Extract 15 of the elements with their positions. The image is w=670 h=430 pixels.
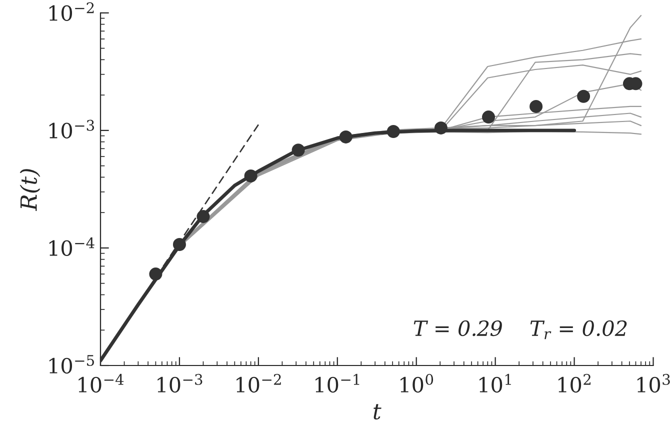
- y-axis-title: R(t): [20, 169, 40, 212]
- annotation: T = 0.29 T$_{r}$ = 0.02: [414, 320, 627, 340]
- y-tick-label: 10$^{−4}$: [49, 237, 94, 256]
- x-tick-label: 10$^{2}$: [558, 374, 590, 393]
- y-tick-label: 10$^{−3}$: [49, 120, 94, 138]
- x-tick-label: 10$^{−3}$: [158, 374, 202, 393]
- x-tick-label: 10$^{−4}$: [78, 374, 124, 393]
- x-tick-label: 10$^{−1}$: [316, 374, 360, 393]
- y-tick-label: 10$^{−5}$: [49, 355, 94, 374]
- x-tick-label: 10$^{3}$: [637, 374, 670, 393]
- x-axis-title: t: [374, 404, 382, 420]
- y-tick-label: 10$^{−2}$: [49, 2, 94, 21]
- x-tick-label: 10$^{−2}$: [236, 374, 281, 393]
- x-tick-label: 10$^{0}$: [400, 374, 434, 393]
- x-tick-label: 10$^{1}$: [480, 374, 511, 393]
